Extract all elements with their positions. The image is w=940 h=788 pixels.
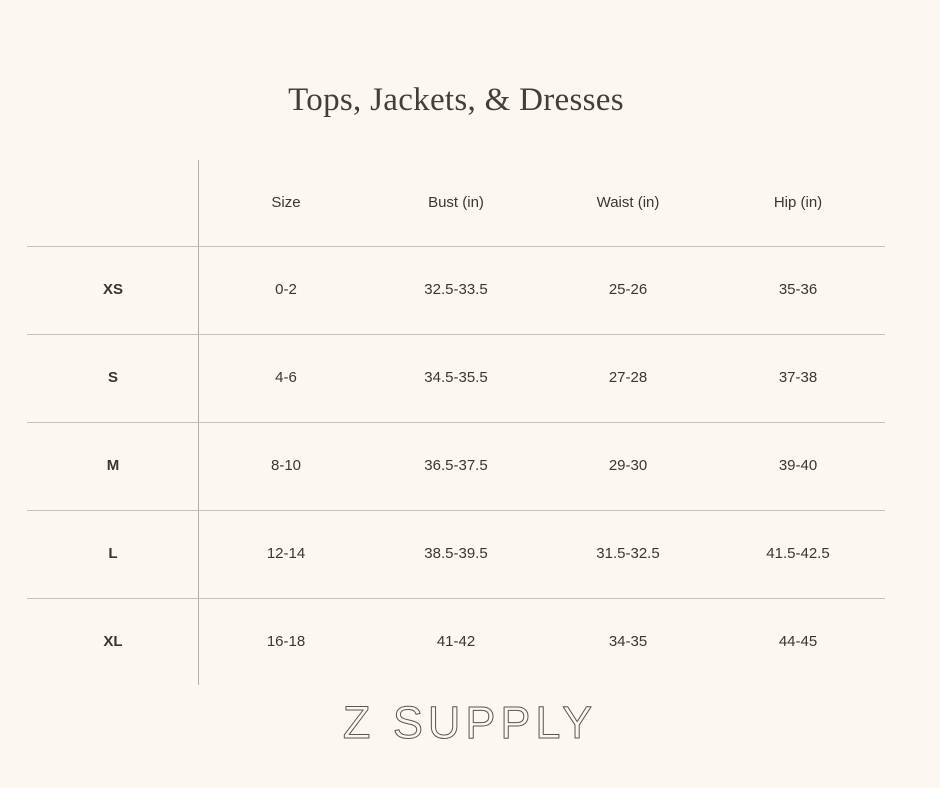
svg-text:Z SUPPLY: Z SUPPLY <box>343 697 597 748</box>
